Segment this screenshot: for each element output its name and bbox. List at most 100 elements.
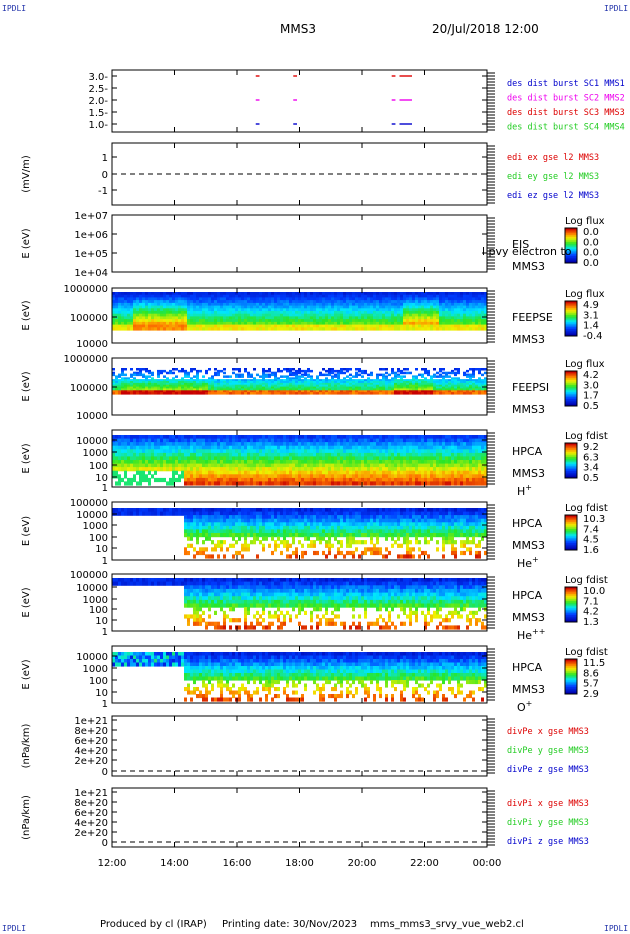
hpca_h-cell: [301, 452, 304, 458]
hpca_h-cell: [148, 435, 151, 440]
feepsi-cell: [163, 392, 166, 395]
feepsi-cell: [133, 390, 136, 393]
hpca_h-cell: [190, 435, 193, 440]
feepsi-cell: [307, 368, 310, 371]
feepse-cell: [346, 305, 349, 309]
feepsi-cell: [190, 390, 193, 393]
feepse-cell: [211, 327, 214, 331]
panel-feepsi-cbar-step: [565, 388, 577, 391]
feepse-cell: [211, 300, 214, 304]
feepse-cell: [463, 294, 466, 298]
hpca_h-cell: [127, 460, 130, 465]
feepsi-cell: [457, 388, 460, 391]
feepsi-cell: [169, 382, 172, 386]
hpca_h-cell: [262, 481, 265, 486]
hpca_h-cell: [241, 477, 244, 483]
hpca_h-cell: [397, 449, 400, 454]
feepse-cell: [136, 308, 139, 312]
feepse-cell: [361, 297, 364, 301]
hpca_h-cell: [322, 456, 325, 461]
hpca_h-cell: [454, 463, 457, 468]
feepsi-cell: [118, 384, 121, 388]
feepse-cell: [328, 297, 331, 301]
hpca_h-cell: [388, 449, 391, 454]
feepse-cell: [415, 327, 418, 331]
feepsi-cell: [463, 382, 466, 386]
feepse-cell: [181, 300, 184, 304]
feepse-cell: [346, 300, 349, 304]
hpca_h-cell: [154, 456, 157, 461]
feepse-cell: [133, 321, 136, 326]
panel-feepsi-cbar-tick: 4.2: [583, 370, 599, 381]
feepse-cell: [187, 292, 190, 296]
feepse-cell: [328, 300, 331, 304]
hpca_h-cell: [292, 470, 295, 475]
feepse-cell: [292, 327, 295, 331]
feepse-cell: [139, 297, 142, 301]
hpca_h-cell: [292, 481, 295, 486]
feepse-cell: [283, 292, 286, 296]
feepse-cell: [226, 302, 229, 307]
feepse-cell: [223, 313, 226, 317]
feepsi-cell: [247, 388, 250, 391]
hpca_h-cell: [448, 452, 451, 458]
feepse-cell: [376, 321, 379, 326]
hpca_h-cell: [214, 445, 217, 450]
feepsi-cell: [466, 392, 469, 395]
feepsi-cell: [478, 377, 481, 380]
hpca_h-cell: [355, 445, 358, 450]
feepse-cell: [121, 297, 124, 301]
feepsi-cell: [238, 375, 241, 378]
feepsi-cell: [208, 382, 211, 386]
feepsi-cell: [316, 384, 319, 388]
hpca_h-cell: [121, 449, 124, 454]
feepsi-cell: [244, 392, 247, 395]
feepse-cell: [139, 292, 142, 296]
feepsi-cell: [190, 384, 193, 388]
hpca_h-cell: [115, 460, 118, 465]
feepse-cell: [448, 302, 451, 307]
feepsi-cell: [472, 369, 475, 373]
hpca_h-cell: [418, 460, 421, 465]
hpca_h-cell: [214, 435, 217, 440]
feepse-cell: [409, 305, 412, 309]
feepsi-cell: [178, 379, 181, 382]
feepse-cell: [130, 316, 133, 320]
feepsi-cell: [367, 373, 370, 377]
hpca_h-cell: [421, 452, 424, 458]
hpca_h-cell: [349, 452, 352, 458]
feepse-cell: [160, 321, 163, 326]
feepse-cell: [163, 308, 166, 312]
hpca_h-cell: [343, 456, 346, 461]
hpca_h-cell: [247, 452, 250, 458]
hpca_h-cell: [166, 452, 169, 458]
feepse-cell: [253, 321, 256, 326]
feepsi-cell: [289, 388, 292, 391]
hpca_h-cell: [289, 456, 292, 461]
feepsi-cell: [154, 384, 157, 388]
hpca_h-cell: [373, 474, 376, 479]
hpca_h-cell: [361, 456, 364, 461]
feepsi-cell: [466, 382, 469, 386]
panel-feepse-ytick-label: 10000: [76, 339, 108, 350]
feepse-cell: [166, 308, 169, 312]
feepse-cell: [160, 292, 163, 296]
feepsi-cell: [184, 382, 187, 386]
hpca_h-cell: [289, 460, 292, 465]
feepse-cell: [214, 302, 217, 307]
feepse-cell: [358, 324, 361, 328]
feepse-cell: [169, 327, 172, 331]
feepsi-cell: [343, 368, 346, 371]
hpca_h-cell: [301, 463, 304, 468]
feepse-cell: [205, 294, 208, 298]
feepse-cell: [196, 321, 199, 326]
hpca_h-cell: [301, 442, 304, 447]
feepse-cell: [415, 292, 418, 296]
feepse-cell: [118, 305, 121, 309]
panel-eis-cbar-step: [565, 228, 577, 231]
feepse-cell: [355, 308, 358, 312]
feepse-cell: [481, 316, 484, 320]
feepsi-cell: [334, 384, 337, 388]
hpca_h-cell: [265, 445, 268, 450]
hpca_h-cell: [361, 460, 364, 465]
